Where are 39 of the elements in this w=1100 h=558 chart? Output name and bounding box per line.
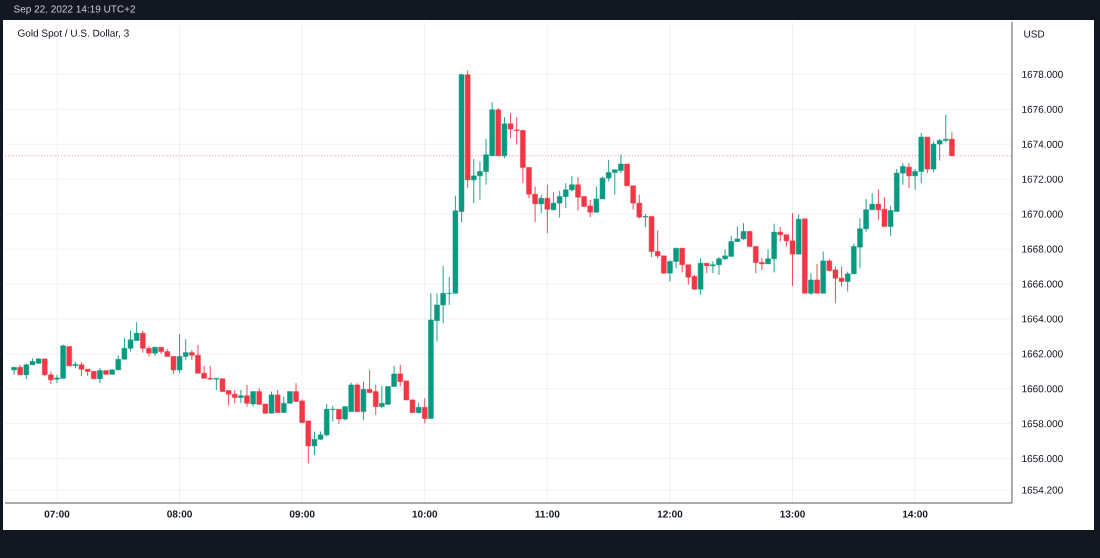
- x-tick-label: 08:00: [167, 510, 192, 518]
- candlestick: [642, 213, 649, 228]
- y-tick-label: 1672.000: [1022, 175, 1063, 183]
- x-tick-label: 12:00: [657, 510, 683, 518]
- y-tick-label: 1662.000: [1022, 350, 1063, 358]
- candlestick: [66, 346, 72, 367]
- candlestick: [538, 194, 544, 214]
- x-tick-label: 14:00: [902, 510, 928, 518]
- candlestick: [244, 384, 250, 408]
- candlestick: [422, 397, 428, 424]
- y-tick-label: 1666.000: [1022, 280, 1063, 288]
- y-tick-label: 1674.000: [1022, 140, 1063, 148]
- candlestick: [906, 162, 912, 189]
- x-tick-label: 07:00: [44, 510, 70, 518]
- candlestick: [238, 389, 244, 404]
- candlestick: [213, 377, 220, 391]
- y-axis-title: USD: [1024, 30, 1045, 38]
- y-tick-label: 1664.000: [1022, 315, 1063, 323]
- y-tick-label: 1660.000: [1022, 385, 1063, 393]
- candlestick: [808, 272, 814, 296]
- candlestick: [268, 391, 275, 414]
- x-tick-label: 11:00: [535, 510, 560, 518]
- y-tick-label: 1678.000: [1022, 70, 1063, 78]
- candlestick: [814, 263, 820, 294]
- y-tick-label: 1670.000: [1022, 210, 1063, 218]
- x-tick-label: 13:00: [780, 510, 805, 518]
- y-tick-label: 1654.200: [1022, 486, 1063, 494]
- y-tick-label: 1658.000: [1022, 420, 1063, 428]
- candlestick: [11, 366, 17, 376]
- candlestick: [274, 389, 281, 413]
- x-tick-label: 09:00: [289, 510, 315, 518]
- text: Gold Spot / U.S. Dollar, 3: [18, 29, 129, 39]
- candlestick: [544, 184, 551, 234]
- y-tick-label: 1656.000: [1022, 455, 1063, 463]
- candlestick: [360, 381, 367, 421]
- text: Sep 22, 2022 14:19 UTC+2: [13, 5, 136, 15]
- x-tick-label: 10:00: [412, 510, 438, 518]
- y-tick-label: 1676.000: [1022, 105, 1063, 113]
- y-tick-label: 1668.000: [1022, 245, 1063, 253]
